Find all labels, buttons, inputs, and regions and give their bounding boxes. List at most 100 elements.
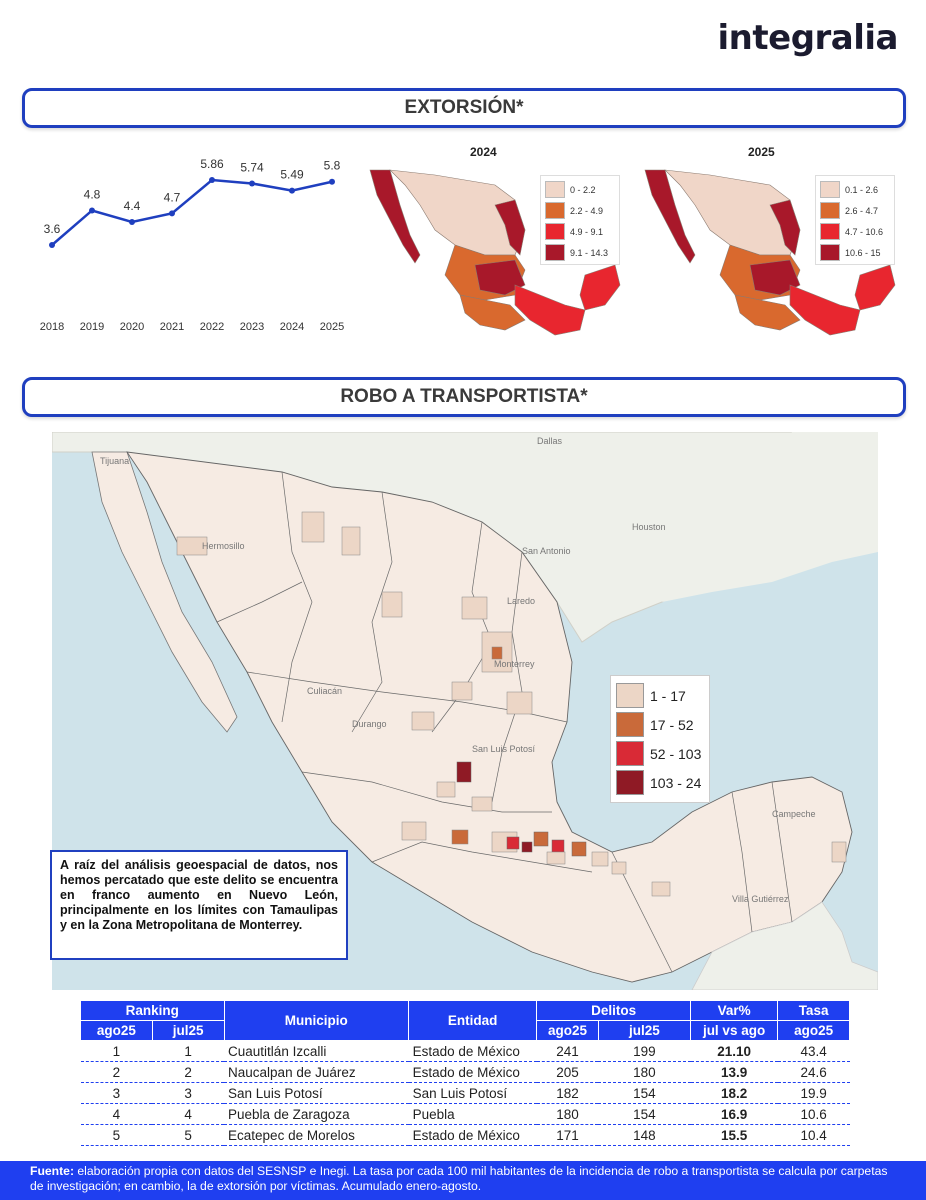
place-label: Durango xyxy=(352,719,387,729)
cell-municipio: San Luis Potosí xyxy=(224,1082,409,1104)
baja-california xyxy=(91,451,238,733)
legend-label: 0 - 2.2 xyxy=(570,184,596,195)
pacific-south-region xyxy=(734,294,801,331)
cell-tasa: 10.4 xyxy=(777,1124,850,1146)
cell-tasa: 43.4 xyxy=(777,1040,850,1062)
cell-tasa: 24.6 xyxy=(777,1061,850,1083)
legend-label: 10.6 - 15 xyxy=(845,247,881,258)
legend-item: 4.7 - 10.6 xyxy=(820,221,890,242)
pacific-south-region xyxy=(459,294,526,331)
footer-label: Fuente: xyxy=(30,1164,75,1178)
place-label: San Luis Potosí xyxy=(472,744,536,754)
series-line xyxy=(51,178,333,246)
place-labels: Dallas Houston San Antonio Laredo Tijuan… xyxy=(100,436,816,904)
legend-item: 0.1 - 2.6 xyxy=(820,179,890,200)
legend-item: 103 - 24 xyxy=(616,768,704,797)
legend-label: 4.7 - 10.6 xyxy=(845,226,884,237)
mexico-map-2025 xyxy=(644,169,896,336)
shaded-municipalities xyxy=(176,511,847,897)
cell-entidad: Estado de México xyxy=(408,1061,537,1083)
table-subheader-row: ago25 jul25 ago25 jul25 jul vs ago ago25 xyxy=(80,1020,850,1041)
cell-rank-jul: 3 xyxy=(152,1082,225,1104)
robo-transportista-map: Dallas Houston San Antonio Laredo Tijuan… xyxy=(52,432,878,990)
mexico-map-2024 xyxy=(369,169,621,336)
robo-map-legend: 1 - 17 17 - 52 52 - 103 103 - 24 xyxy=(610,675,710,803)
legend-label: 4.9 - 9.1 xyxy=(570,226,604,237)
cell-rank-jul: 5 xyxy=(152,1124,225,1146)
table-row: 5 5 Ecatepec de Morelos Estado de México… xyxy=(80,1124,850,1146)
data-label: 5.86 xyxy=(200,157,224,171)
cell-rank-ago: 2 xyxy=(80,1061,153,1083)
x-tick-label: 2019 xyxy=(80,321,104,333)
cell-tasa: 19.9 xyxy=(777,1082,850,1104)
cell-rank-jul: 1 xyxy=(152,1040,225,1062)
mexico-municipal-map: Dallas Houston San Antonio Laredo Tijuan… xyxy=(52,432,878,990)
cell-delitos-jul: 154 xyxy=(598,1082,691,1104)
x-tick-label: 2025 xyxy=(320,321,344,333)
cell-municipio: Cuautitlán Izcalli xyxy=(224,1040,409,1062)
legend-label: 9.1 - 14.3 xyxy=(570,247,609,258)
data-label: 3.6 xyxy=(44,222,61,236)
cell-rank-ago: 4 xyxy=(80,1103,153,1125)
place-label: Tijuana xyxy=(100,456,129,466)
legend-label: 17 - 52 xyxy=(650,716,694,733)
header-delitos: Delitos xyxy=(536,1000,692,1021)
cell-var: 13.9 xyxy=(690,1061,778,1083)
x-tick-label: 2021 xyxy=(160,321,184,333)
data-point xyxy=(49,242,55,248)
place-label: Laredo xyxy=(507,596,535,606)
legend-item: 17 - 52 xyxy=(616,710,704,739)
x-tick-label: 2023 xyxy=(240,321,264,333)
legend-item: 1 - 17 xyxy=(616,681,704,710)
legend-label: 2.2 - 4.9 xyxy=(570,205,604,216)
table-row: 1 1 Cuautitlán Izcalli Estado de México … xyxy=(80,1040,850,1062)
header-municipio: Municipio xyxy=(223,1000,410,1041)
northeast-region xyxy=(769,199,801,256)
cell-rank-jul: 2 xyxy=(152,1061,225,1083)
cell-rank-ago: 3 xyxy=(80,1082,153,1104)
legend-swatch xyxy=(820,202,840,219)
x-tick-label: 2022 xyxy=(200,321,224,333)
map-legend-2025: 0.1 - 2.6 2.6 - 4.7 4.7 - 10.6 10.6 - 15 xyxy=(815,175,895,265)
x-tick-label: 2024 xyxy=(280,321,304,333)
place-label: Villa Gutiérrez xyxy=(732,894,789,904)
cell-rank-jul: 4 xyxy=(152,1103,225,1125)
header-var: Var% xyxy=(690,1000,779,1021)
data-label: 4.8 xyxy=(84,187,101,201)
legend-item: 10.6 - 15 xyxy=(820,242,890,263)
data-label: 4.4 xyxy=(124,199,141,213)
legend-swatch xyxy=(545,223,565,240)
place-label: Houston xyxy=(632,522,666,532)
data-point xyxy=(329,178,335,185)
mexico-mainland xyxy=(126,451,853,983)
cell-rank-ago: 5 xyxy=(80,1124,153,1146)
legend-swatch xyxy=(820,223,840,240)
header-ranking: Ranking xyxy=(80,1000,225,1021)
cell-var: 16.9 xyxy=(690,1103,778,1125)
data-point xyxy=(289,187,295,194)
cell-municipio: Puebla de Zaragoza xyxy=(224,1103,409,1125)
cell-delitos-ago: 205 xyxy=(536,1061,599,1083)
legend-label: 0.1 - 2.6 xyxy=(845,184,879,195)
baja-california-region xyxy=(369,169,421,264)
legend-swatch xyxy=(545,244,565,261)
cell-delitos-jul: 180 xyxy=(598,1061,691,1083)
data-point xyxy=(169,210,175,217)
extorsion-map-2025: 2025 0.1 - 2.6 2.6 - 4.7 4.7 - 10.6 10.6… xyxy=(640,145,900,355)
cell-delitos-jul: 148 xyxy=(598,1124,691,1146)
header-tasa-ago25: ago25 xyxy=(777,1020,850,1041)
cell-var: 15.5 xyxy=(690,1124,778,1146)
header-rank-jul25: jul25 xyxy=(151,1020,225,1041)
cell-entidad: Estado de México xyxy=(408,1040,537,1062)
legend-swatch xyxy=(820,181,840,198)
data-label: 4.7 xyxy=(164,190,181,204)
legend-swatch xyxy=(616,741,644,766)
data-point xyxy=(129,218,135,225)
table-header-row: Ranking Municipio Entidad Delitos Var% T… xyxy=(80,1000,850,1041)
analysis-callout: A raíz del análisis geoespacial de datos… xyxy=(50,850,348,960)
ranking-table: Ranking Municipio Entidad Delitos Var% T… xyxy=(80,1000,850,1146)
cell-rank-ago: 1 xyxy=(80,1040,153,1062)
legend-label: 52 - 103 xyxy=(650,745,702,762)
legend-item: 9.1 - 14.3 xyxy=(545,242,615,263)
map-legend-2024: 0 - 2.2 2.2 - 4.9 4.9 - 9.1 9.1 - 14.3 xyxy=(540,175,620,265)
